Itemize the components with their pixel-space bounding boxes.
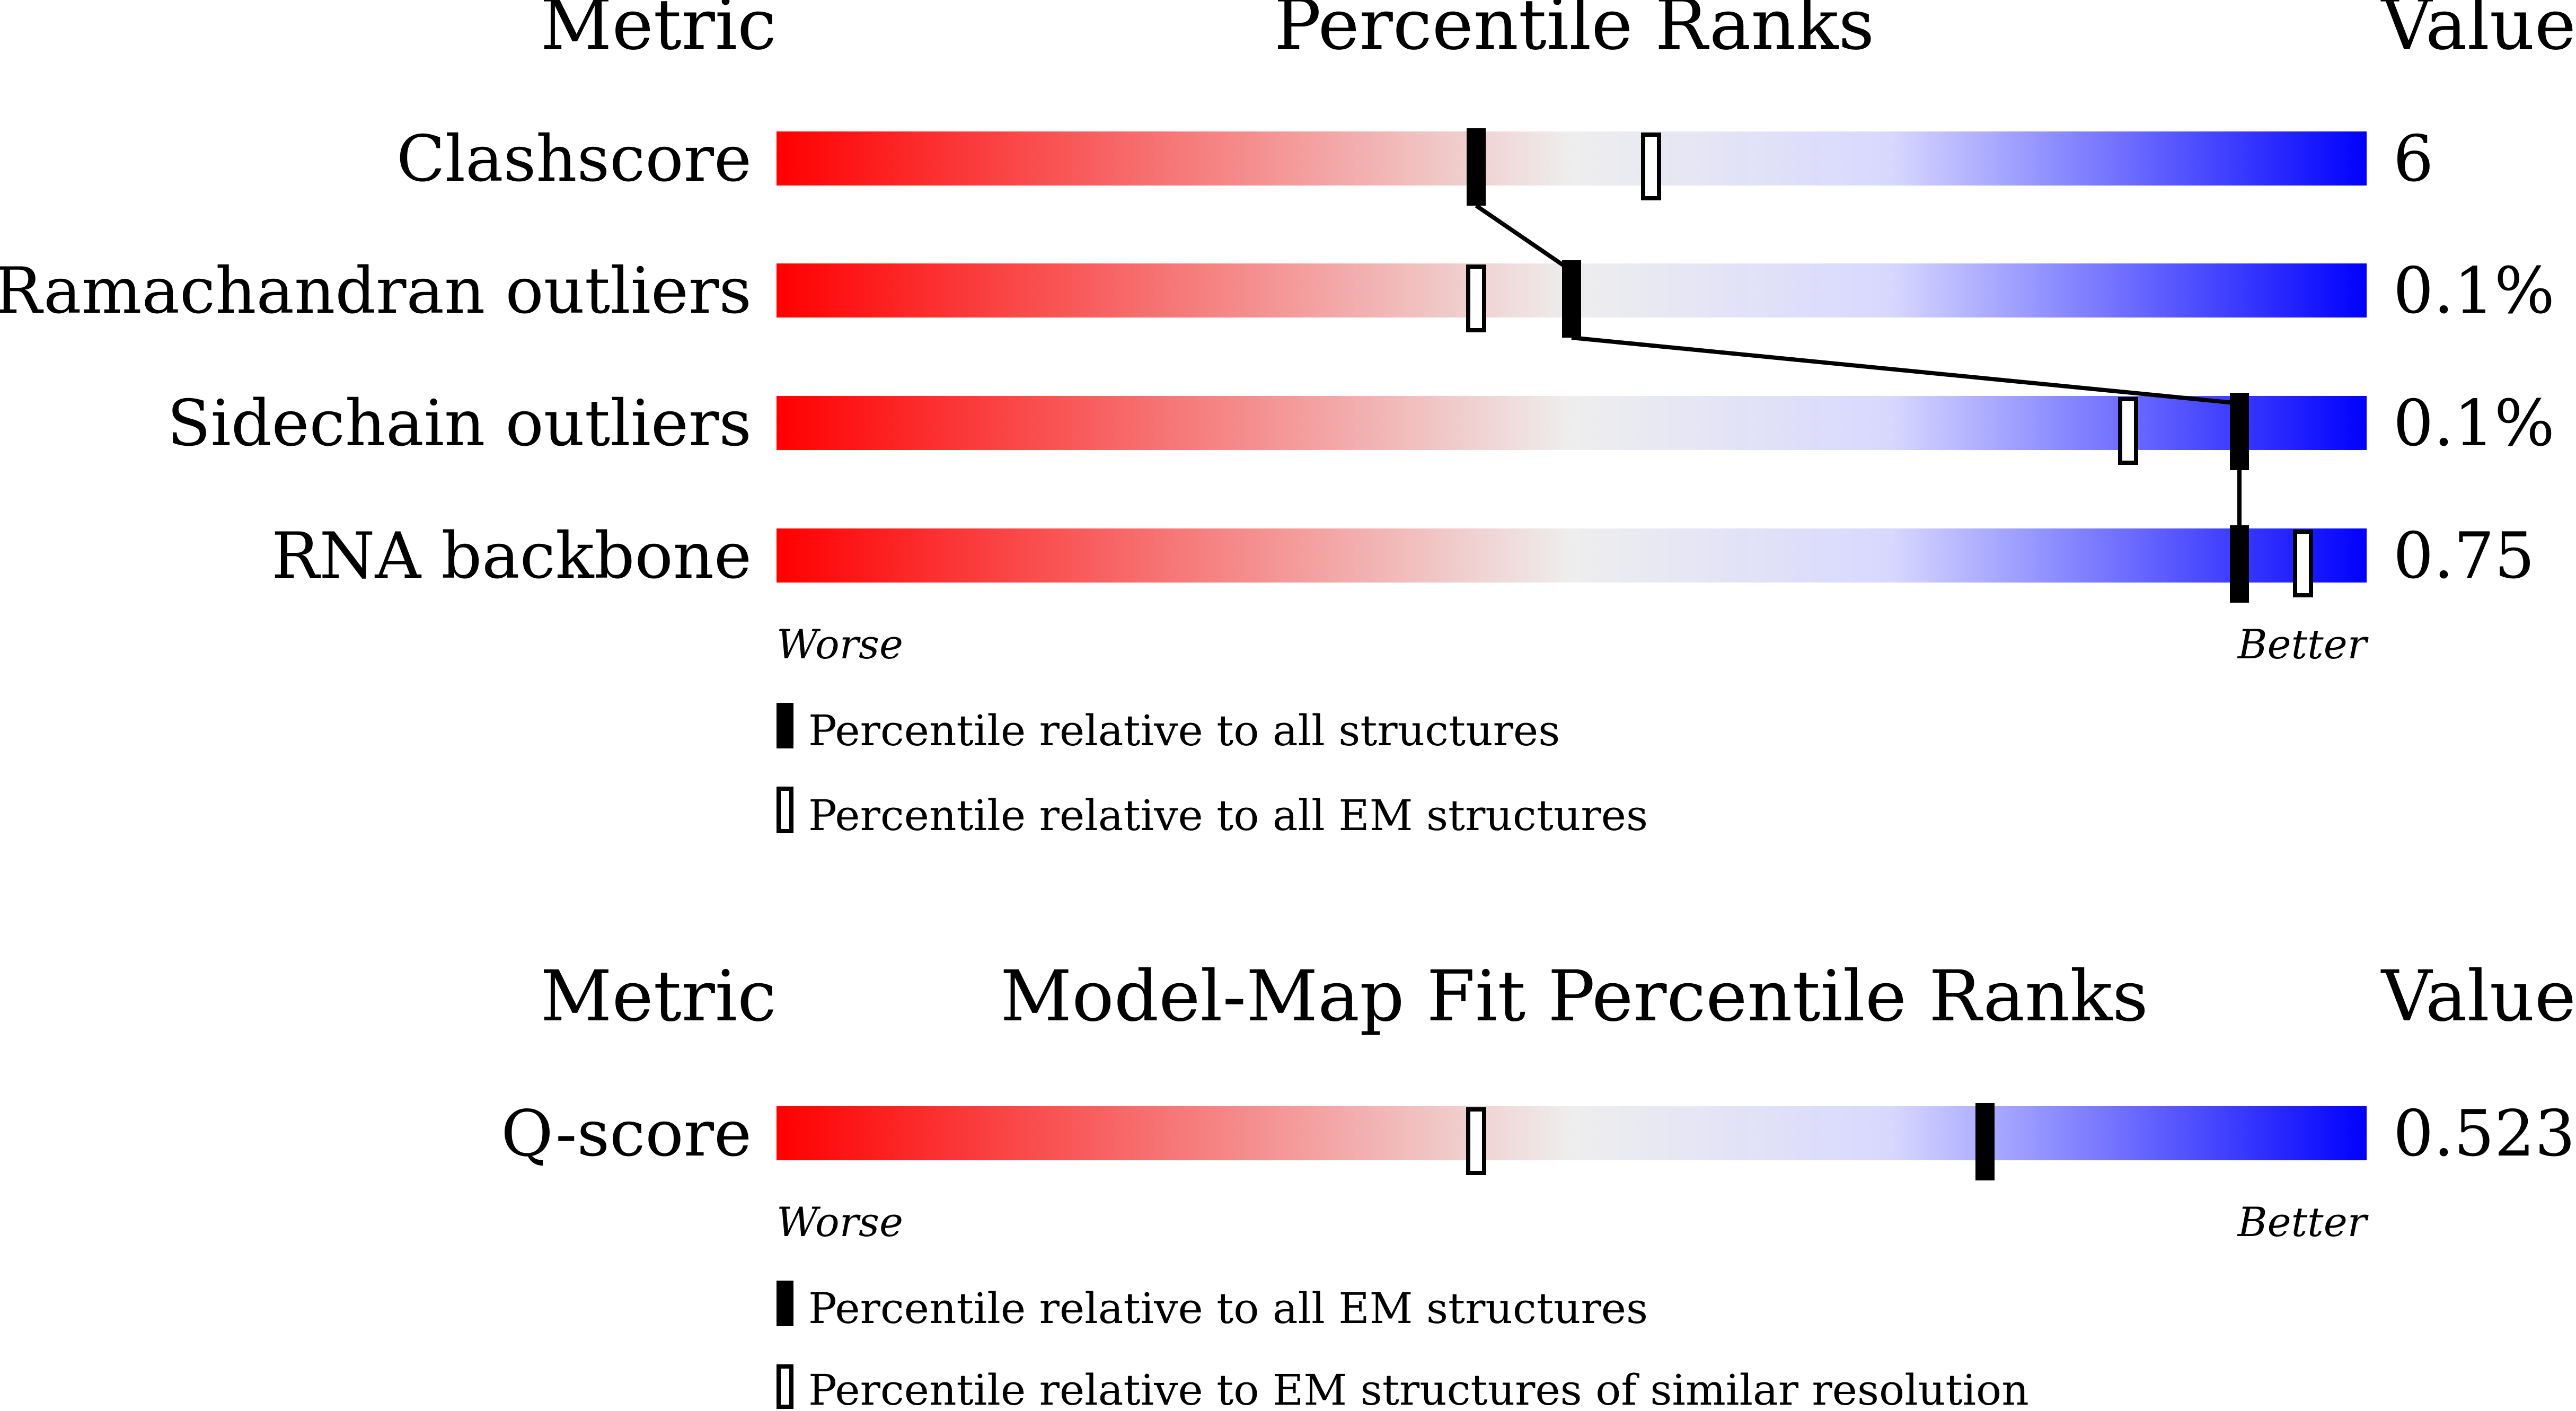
metric-label: Clashscore <box>396 122 752 196</box>
metric-value: 6 <box>2393 122 2433 196</box>
open-percentile-marker <box>1641 133 1661 200</box>
percentile-bar <box>777 131 2367 186</box>
legend-open-text: Percentile relative to all EM structures <box>808 791 1648 840</box>
legend-open-text-2: Percentile relative to EM structures of … <box>808 1365 2029 1411</box>
better-axis-label-2: Better <box>2237 1198 2369 1246</box>
legend-filled-marker <box>777 703 793 748</box>
metric-label: Ramachandran outliers <box>0 254 752 328</box>
percentile-ranks-title: Percentile Ranks <box>1274 0 1875 66</box>
filled-percentile-marker <box>2230 525 2249 603</box>
metric-value: 0.523 <box>2393 1097 2575 1171</box>
legend-open-marker-2 <box>777 1364 793 1409</box>
filled-percentile-marker <box>2230 393 2249 470</box>
model-map-fit-title: Model-Map Fit Percentile Ranks <box>1000 956 2148 1037</box>
open-percentile-marker <box>2293 530 2313 597</box>
panel1-rows: Clashscore 6 Ramachandran outliers 0.1% Side… <box>0 122 2555 603</box>
metric-header: Metric <box>540 0 777 66</box>
percentile-connector-line <box>1475 204 1573 273</box>
filled-percentile-marker <box>1975 1103 1995 1180</box>
metric-value: 0.75 <box>2393 519 2535 593</box>
metric-header-2: Metric <box>540 956 777 1037</box>
value-header-2: Value <box>2380 956 2576 1037</box>
open-percentile-marker <box>1466 1107 1486 1175</box>
better-axis-label: Better <box>2237 621 2369 668</box>
panel2-rows: Q-score 0.523 <box>501 1097 2575 1180</box>
percentile-bar <box>777 528 2367 583</box>
percentile-connector-line <box>1571 336 2240 405</box>
legend-filled-marker-2 <box>777 1281 793 1326</box>
metric-label: Q-score <box>501 1097 752 1171</box>
worse-axis-label: Worse <box>777 621 903 668</box>
legend-open-marker <box>777 787 793 833</box>
open-percentile-marker <box>2118 397 2138 465</box>
metric-label: RNA backbone <box>271 519 752 593</box>
filled-percentile-marker <box>1562 260 1581 338</box>
metric-label: Sidechain outliers <box>167 387 752 461</box>
metric-value: 0.1% <box>2393 387 2555 461</box>
open-percentile-marker <box>1466 264 1486 332</box>
value-header: Value <box>2380 0 2576 66</box>
filled-percentile-marker <box>1467 128 1486 206</box>
percentile-bar <box>777 396 2367 450</box>
metric-value: 0.1% <box>2393 254 2555 328</box>
legend-filled-text-2: Percentile relative to all EM structures <box>808 1284 1648 1333</box>
worse-axis-label-2: Worse <box>777 1198 903 1246</box>
legend-filled-text: Percentile relative to all structures <box>808 706 1560 755</box>
percentile-bar <box>777 1106 2367 1160</box>
